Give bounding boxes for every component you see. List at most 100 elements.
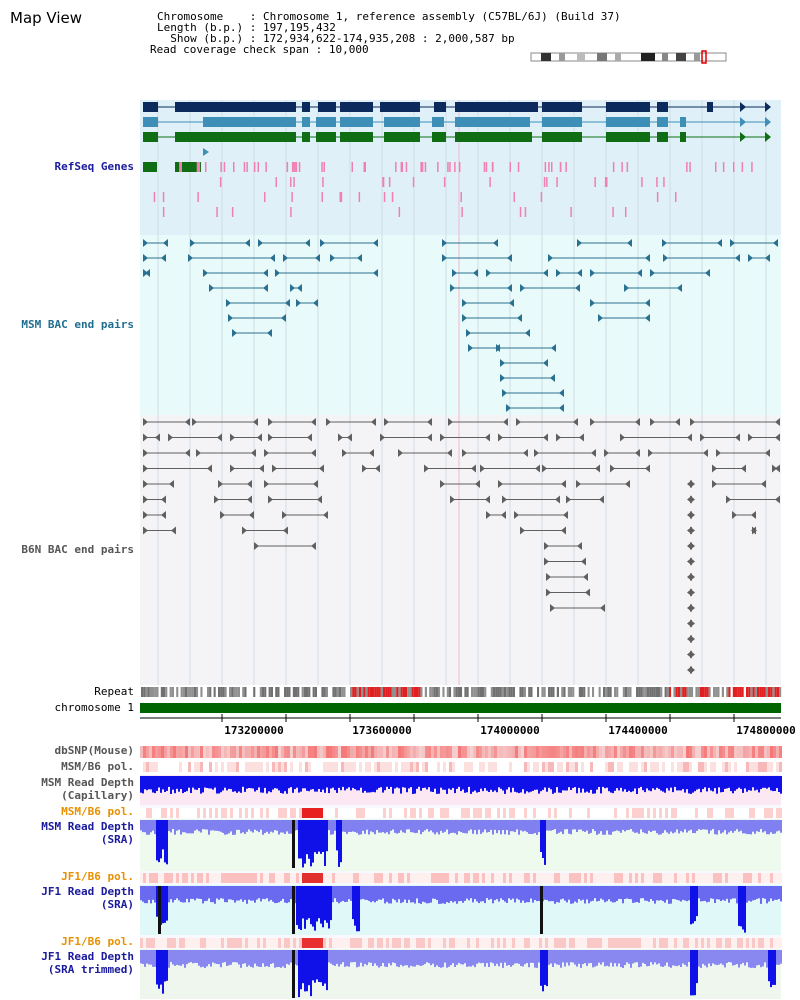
- repeat-block: [149, 687, 152, 697]
- repeat-block: [493, 687, 496, 697]
- heat-cell: [644, 873, 647, 883]
- length-value: 197,195,432: [262, 21, 336, 34]
- chromosome-bar[interactable]: [140, 703, 781, 713]
- jf1-b6-pol-track-2[interactable]: [140, 938, 782, 948]
- refseq-tick: [656, 177, 658, 187]
- heat-cell: [512, 808, 515, 818]
- bac-end-marker: [209, 284, 214, 292]
- heat-cell: [350, 762, 353, 772]
- depth-bar: [264, 820, 266, 833]
- msm-b6-pol-track-1[interactable]: [140, 762, 782, 772]
- msm-bac-track[interactable]: [143, 239, 778, 412]
- refseq-tick: [485, 162, 488, 172]
- heat-cell: [248, 938, 251, 948]
- b6n-bac-track[interactable]: [143, 418, 780, 674]
- depth-bar: [572, 950, 574, 963]
- depth-bar: [732, 886, 734, 899]
- heat-cell: [377, 873, 380, 883]
- depth-bar: [554, 886, 556, 904]
- depth-bar: [670, 820, 672, 832]
- depth-bar: [470, 950, 472, 967]
- heat-cell: [632, 808, 635, 818]
- bac-end-marker: [440, 480, 445, 488]
- depth-bar: [690, 886, 692, 925]
- refseq-tick: [180, 162, 182, 172]
- heat-cell: [599, 808, 602, 818]
- depth-bar: [684, 950, 686, 965]
- dbsnp-track[interactable]: [140, 746, 782, 758]
- heat-cell: [434, 938, 437, 948]
- depth-bar: [426, 886, 428, 904]
- heat-cell: [236, 873, 239, 883]
- heat-cell: [224, 873, 227, 883]
- heat-cell: [755, 762, 758, 772]
- heat-cell: [338, 746, 341, 758]
- depth-bar: [602, 950, 604, 963]
- bac-end-marker: [506, 404, 511, 412]
- depth-bar: [518, 886, 520, 900]
- depth-bar: [222, 776, 224, 791]
- depth-bar: [280, 820, 282, 833]
- heat-cell: [389, 938, 392, 948]
- bac-end-marker: [485, 433, 490, 442]
- heat-cell: [143, 746, 146, 758]
- heat-cell: [425, 808, 428, 818]
- depth-bar: [478, 950, 480, 963]
- depth-bar: [202, 950, 204, 967]
- refseq-genes-track[interactable]: [143, 102, 771, 217]
- depth-bar: [170, 950, 172, 963]
- heat-cell: [548, 873, 551, 883]
- depth-bar: [362, 886, 364, 899]
- depth-bar: [666, 776, 668, 789]
- depth-bar: [702, 820, 704, 830]
- depth-bar: [306, 776, 308, 791]
- heat-cell: [677, 938, 680, 948]
- repeat-track[interactable]: [141, 687, 782, 697]
- depth-bar: [266, 820, 268, 832]
- heat-cell: [146, 873, 149, 883]
- heat-cell: [326, 808, 329, 818]
- bac-end-marker: [775, 464, 780, 473]
- repeat-block: [457, 687, 460, 697]
- depth-bar: [240, 886, 242, 900]
- repeat-block: [686, 687, 689, 697]
- msm-b6-pol-track-2[interactable]: [140, 808, 782, 818]
- refseq-tick: [517, 162, 520, 172]
- depth-bar: [418, 820, 420, 830]
- jf1-sra-depth-track[interactable]: [140, 886, 782, 934]
- depth-bar: [486, 820, 488, 833]
- heat-cell: [425, 873, 428, 883]
- depth-bar: [298, 886, 300, 929]
- bac-end-marker: [143, 239, 148, 247]
- depth-bar: [424, 886, 426, 903]
- depth-bar: [584, 820, 586, 832]
- heat-cell: [419, 762, 422, 772]
- jf1-b6-pol-track-1[interactable]: [140, 873, 782, 883]
- heat-cell: [377, 762, 380, 772]
- heat-cell: [293, 746, 296, 758]
- repeat-block: [174, 687, 177, 697]
- depth-bar: [210, 820, 212, 831]
- heat-cell: [605, 808, 608, 818]
- heat-cell: [569, 746, 572, 758]
- depth-bar: [370, 820, 372, 832]
- depth-bar: [758, 886, 760, 899]
- heat-cell: [716, 873, 719, 883]
- depth-bar: [334, 820, 336, 831]
- depth-bar: [232, 776, 234, 792]
- msm-capillary-depth-track[interactable]: [140, 776, 782, 794]
- depth-bar: [670, 950, 672, 968]
- depth-bar: [588, 820, 590, 834]
- depth-bar: [330, 820, 332, 835]
- msm-sra-depth-track[interactable]: [140, 820, 782, 868]
- depth-bar: [766, 776, 768, 789]
- jf1-sra-trimmed-depth-track[interactable]: [140, 950, 782, 998]
- depth-bar: [372, 950, 374, 966]
- depth-bar: [208, 886, 210, 899]
- depth-bar: [272, 820, 274, 833]
- refseq-tick: [196, 162, 199, 172]
- chromosome-ideogram[interactable]: [530, 50, 727, 64]
- heat-cell: [452, 762, 455, 772]
- depth-bar: [232, 820, 234, 835]
- depth-bar: [172, 776, 174, 790]
